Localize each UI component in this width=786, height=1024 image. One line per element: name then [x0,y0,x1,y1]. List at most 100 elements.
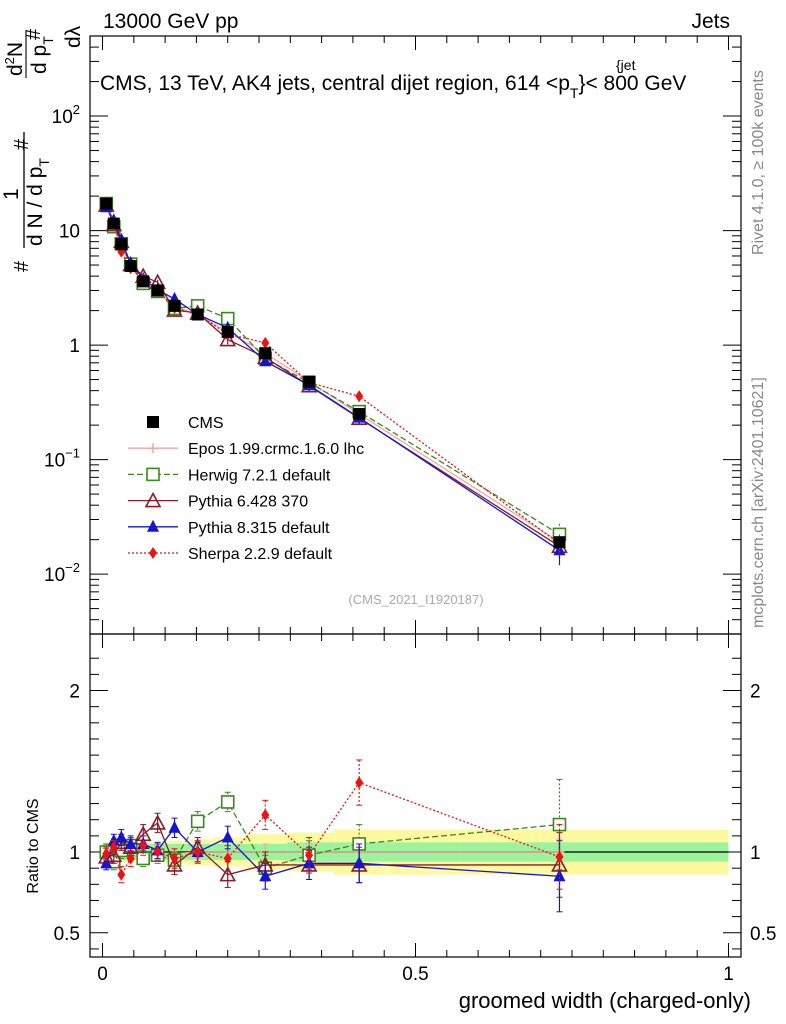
main-line-2 [105,204,560,547]
main-y-tick-label: 10−2 [44,560,80,586]
ratio-point [115,830,128,843]
ratio-point [168,820,181,833]
ratio-series-layer [97,759,568,913]
plot-title-main: CMS, 13 TeV, AK4 jets, central dijet reg… [100,72,570,95]
header-right: Jets [691,10,730,33]
main-series-4 [102,198,564,556]
main-panel-frame [89,35,742,635]
legend-label-4: Pythia 8.315 default [188,520,330,537]
analysis-watermark: (CMS_2021_I1920187) [348,592,483,607]
main-line-1 [105,203,560,535]
ratio-point [107,833,120,846]
ratio-y-tick-label-right: 0.5 [750,924,776,945]
ratio-point [170,852,179,865]
main-point [261,336,270,349]
cms-point [100,197,113,210]
legend-label-2: Herwig 7.2.1 default [188,467,331,484]
legend-label-3: Pythia 6.428 370 [188,494,308,511]
ylabel-hash1: # [11,260,33,272]
cms-point [191,308,204,321]
main-y-tick-label: 102 [52,102,80,128]
ratio-y-tick-label-right: 2 [750,682,761,703]
main-series-1 [99,196,567,548]
ratio-point [136,851,151,866]
ratio-y-axis-label: Ratio to CMS [25,798,42,893]
main-line-0 [105,204,560,543]
ratio-y-tick-label-left: 0.5 [54,924,80,945]
ratio-point [305,849,314,862]
ylabel-dN-dpT: d N / d pT [24,158,52,246]
main-point [219,330,237,347]
main-y-tick-label: 10−1 [44,446,80,472]
ratio-point [220,795,235,809]
ylabel-hash2: # [11,138,33,150]
ratio-point [221,830,234,843]
cms-point [553,536,566,549]
ratio-point [355,776,364,789]
ratio-point [126,852,135,865]
ylabel-dlambda: dλ [62,25,85,48]
ratio-point [100,856,113,869]
cms-point [115,238,128,251]
ratio-point [193,846,202,859]
ylabel-dpT: d pT [28,36,56,74]
ratio-point [166,856,183,872]
plot-title-sup: {jet [616,57,636,73]
ratio-y-tick-label-left: 1 [69,843,80,864]
ratio-point [102,847,111,860]
ratio-point [124,836,137,849]
cms-point [259,347,272,360]
legend-label-0: CMS [188,415,224,432]
ylabel-hash3: # [23,28,45,40]
ratio-series-4 [102,759,564,890]
ratio-point [219,865,237,882]
main-series-layer [97,196,568,566]
ratio-y-tick-label-left: 2 [69,682,80,703]
cms-point [303,375,316,388]
ratio-point [149,814,166,830]
main-point [355,390,364,403]
ylabel-one: 1 [0,188,23,200]
main-y-tick-label: 10 [59,222,80,243]
ylabel-d2N: d2N [2,42,27,76]
ratio-point [261,808,270,821]
ratio-point [223,852,232,865]
ratio-point [259,869,272,882]
cms-point [137,275,150,288]
plot-title: CMS, 13 TeV, AK4 jets, central dijet reg… [100,72,686,101]
legend-marker-2 [146,467,160,482]
x-tick-label: 0.5 [402,964,428,985]
main-series-2 [97,196,568,559]
x-tick-label: 1 [723,964,734,985]
ratio-point [553,869,566,882]
ratio-point [109,841,118,854]
mcplots-ref: mcplots.cern.ch [arXiv:2401.10621] [750,377,767,628]
legend-marker-5 [149,547,157,559]
main-y-tick-label: 1 [69,336,80,357]
cms-point [107,217,120,230]
ratio-point [190,814,205,829]
cms-point [221,326,234,339]
ratio-point [117,868,126,881]
header-left: 13000 GeV pp [103,10,238,33]
cms-point [124,260,137,273]
legend-marker-0 [147,416,159,428]
ratio-point [139,839,148,852]
legend: CMS Epos 1.99.crmc.1.6.0 lhc Herwig 7.2.1 … [128,415,364,563]
legend-label-1: Epos 1.99.crmc.1.6.0 lhc [188,441,364,458]
cms-point [353,408,366,421]
ratio-y-tick-label-right: 1 [750,843,761,864]
x-tick-label: 0 [97,964,108,985]
main-point [259,354,272,367]
main-line-4 [105,203,560,545]
cms-point [168,299,181,312]
axis-ticks: 0 0.5 1 10−2 10−1 1 10 102 0.5 0.5 1 1 2 2 [44,35,776,985]
legend-marker-4 [147,519,159,532]
cms-data-points [100,197,566,549]
plot-title-end: }< 800 GeV [578,72,686,95]
ratio-panel-frame [89,633,742,958]
rivet-version: Rivet 4.1.0, ≥ 100k events [750,70,767,255]
main-y-axis-label: # 1 d N / d pT # d2N d pT # dλ [0,25,85,272]
legend-marker-3 [144,491,162,508]
